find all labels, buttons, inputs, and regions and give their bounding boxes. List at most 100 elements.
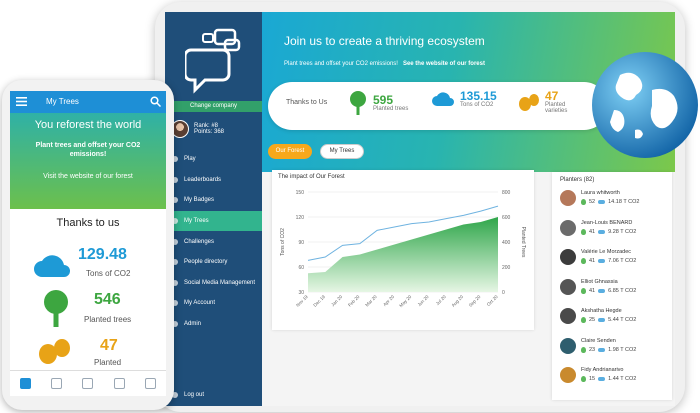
sidebar-menu: Play Leaderboards My Badges My Trees Cha…	[165, 149, 262, 334]
planter-trees: 23	[589, 346, 596, 353]
y-tick-left: 90	[298, 240, 304, 246]
banner-subtitle-text: Plant trees and offset your CO2 emission…	[284, 61, 398, 67]
cloud-icon	[598, 259, 606, 263]
cloud-icon	[432, 92, 454, 106]
dashboard-icon[interactable]	[20, 378, 32, 389]
sidebar-item-social-media[interactable]: Social Media Management	[165, 273, 262, 294]
phone-co2-label: Tons of CO2	[86, 269, 131, 278]
sidebar-item-play[interactable]: Play	[165, 149, 262, 170]
phone-hero: You reforest the world Plant trees and o…	[10, 113, 166, 209]
x-tick-label: Oct 20	[486, 294, 499, 307]
hamburger-menu-icon[interactable]	[16, 97, 27, 106]
people-icon	[172, 259, 178, 266]
y-tick-left: 60	[298, 265, 304, 271]
phone-forest-website-link[interactable]: Visit the website of our forest	[43, 173, 133, 180]
share-icon	[172, 279, 178, 286]
phone-varieties-label: Planted	[94, 358, 122, 367]
planter-row[interactable]: Elliot Ghnassia 41 6.85 T CO2	[560, 277, 668, 299]
stat-tons-co2: 135.15 Tons of CO2	[431, 90, 497, 108]
cloud-icon	[598, 347, 606, 352]
tab-our-forest[interactable]: Our Forest	[268, 144, 312, 159]
tablet-screen: Change company Rank: #8 Points: 368 Play…	[165, 12, 675, 406]
x-tick-label: Jun 20	[417, 294, 430, 307]
search-icon[interactable]	[150, 96, 161, 107]
gear-icon	[172, 321, 178, 328]
planter-row[interactable]: Claire Senden 23 1.98 T CO2	[560, 336, 668, 358]
sidebar-item-people-directory[interactable]: People directory	[165, 252, 262, 273]
sidebar-item-admin[interactable]: Admin	[165, 314, 262, 335]
phone-device: My Trees You reforest the world Plant tr…	[2, 80, 174, 410]
sidebar-item-label: Social Media Management	[184, 279, 256, 286]
varieties-value: 47	[545, 89, 559, 103]
forest-website-link[interactable]: See the website of our forest	[402, 61, 485, 67]
list-icon[interactable]	[51, 378, 63, 389]
chart-title: The impact of Our Forest	[278, 174, 345, 180]
tree-icon	[581, 317, 586, 323]
x-tick-label: Sep 20	[468, 294, 482, 308]
phone-bottom-nav	[10, 370, 166, 396]
planter-stats: 41 6.85 T CO2	[581, 287, 637, 294]
tree-icon	[581, 258, 586, 264]
notifications-icon[interactable]	[113, 378, 125, 389]
planter-co2: 1.44 T CO2	[608, 376, 637, 382]
banner-title: Join us to create a thriving ecosystem	[284, 34, 485, 48]
planters-title: Planters (82)	[560, 177, 595, 183]
planter-stats: 41 7.06 T CO2	[581, 258, 636, 264]
user-summary[interactable]: Rank: #8 Points: 368	[171, 118, 261, 140]
y-tick-right: 800	[502, 190, 511, 196]
planter-row[interactable]: Akshatha Hegde 25 5.44 T CO2	[560, 306, 668, 328]
phone-hero-title: You reforest the world	[34, 119, 142, 131]
planter-row[interactable]: Jean-Louis BENARD 41 9.28 T CO2	[560, 218, 668, 240]
sidebar-item-leaderboards[interactable]: Leaderboards	[165, 170, 262, 191]
planted-trees-value: 595	[373, 93, 394, 107]
x-tick-label: Dec 19	[312, 294, 326, 308]
cloud-icon	[598, 318, 606, 322]
phone-co2-value: 129.48	[78, 246, 127, 263]
planter-trees: 15	[589, 376, 596, 382]
tree-icon	[581, 346, 586, 353]
planter-co2: 14.18 T CO2	[608, 199, 640, 205]
varieties-label: Planted varieties	[545, 102, 568, 114]
tablet-device: Change company Rank: #8 Points: 368 Play…	[155, 2, 685, 412]
tab-my-trees[interactable]: My Trees	[320, 144, 364, 159]
challenge-icon	[172, 238, 178, 245]
planter-avatar	[560, 190, 576, 206]
user-rank: Rank: #8	[194, 123, 219, 129]
planter-co2: 5.44 T CO2	[608, 317, 637, 323]
sidebar-item-my-account[interactable]: My Account	[165, 293, 262, 314]
sidebar-item-label: My Account	[184, 300, 216, 307]
change-company-button[interactable]: Change company	[165, 101, 262, 112]
play-icon	[172, 156, 178, 163]
planter-row[interactable]: Valérie Le Morzadec 41 7.06 T CO2	[560, 247, 668, 269]
planter-co2: 1.98 T CO2	[608, 346, 637, 353]
logout-icon	[172, 392, 178, 398]
planter-row[interactable]: Fidy Andrianarivo 15 1.44 T CO2	[560, 365, 668, 387]
planter-stats: 41 9.28 T CO2	[581, 228, 636, 235]
planter-trees: 52	[589, 199, 596, 205]
sidebar-item-challenges[interactable]: Challenges	[165, 231, 262, 252]
phone-screen: My Trees You reforest the world Plant tr…	[10, 91, 166, 396]
planter-avatar	[560, 337, 576, 354]
planter-co2: 6.85 T CO2	[608, 287, 637, 294]
sidebar-item-my-trees[interactable]: My Trees	[165, 210, 262, 232]
planter-row[interactable]: Laura whitworth 52 14.18 T CO2	[560, 188, 668, 210]
y-tick-right: 200	[502, 265, 511, 271]
planter-name: Akshatha Hegde	[581, 308, 622, 314]
planter-name: Claire Senden	[581, 337, 616, 344]
stat-planted-trees: 595 Planted trees	[348, 90, 408, 116]
sidebar-item-label: My Badges	[184, 197, 215, 204]
edit-icon[interactable]	[144, 378, 156, 389]
sidebar-item-my-badges[interactable]: My Badges	[165, 190, 262, 211]
logout-button[interactable]: Log out	[165, 388, 262, 402]
y-axis-label-left: Tons of CO2	[280, 228, 286, 256]
cloud-icon	[598, 200, 606, 204]
y-tick-right: 0	[502, 290, 505, 296]
planter-avatar	[560, 308, 576, 324]
planter-co2: 7.06 T CO2	[608, 258, 637, 264]
planter-avatar	[560, 249, 576, 265]
user-icon	[172, 300, 178, 307]
people-icon[interactable]	[82, 378, 94, 389]
y-tick-right: 400	[502, 240, 511, 246]
sidebar-item-label: Leaderboards	[184, 176, 222, 183]
tree-icon	[581, 376, 586, 382]
